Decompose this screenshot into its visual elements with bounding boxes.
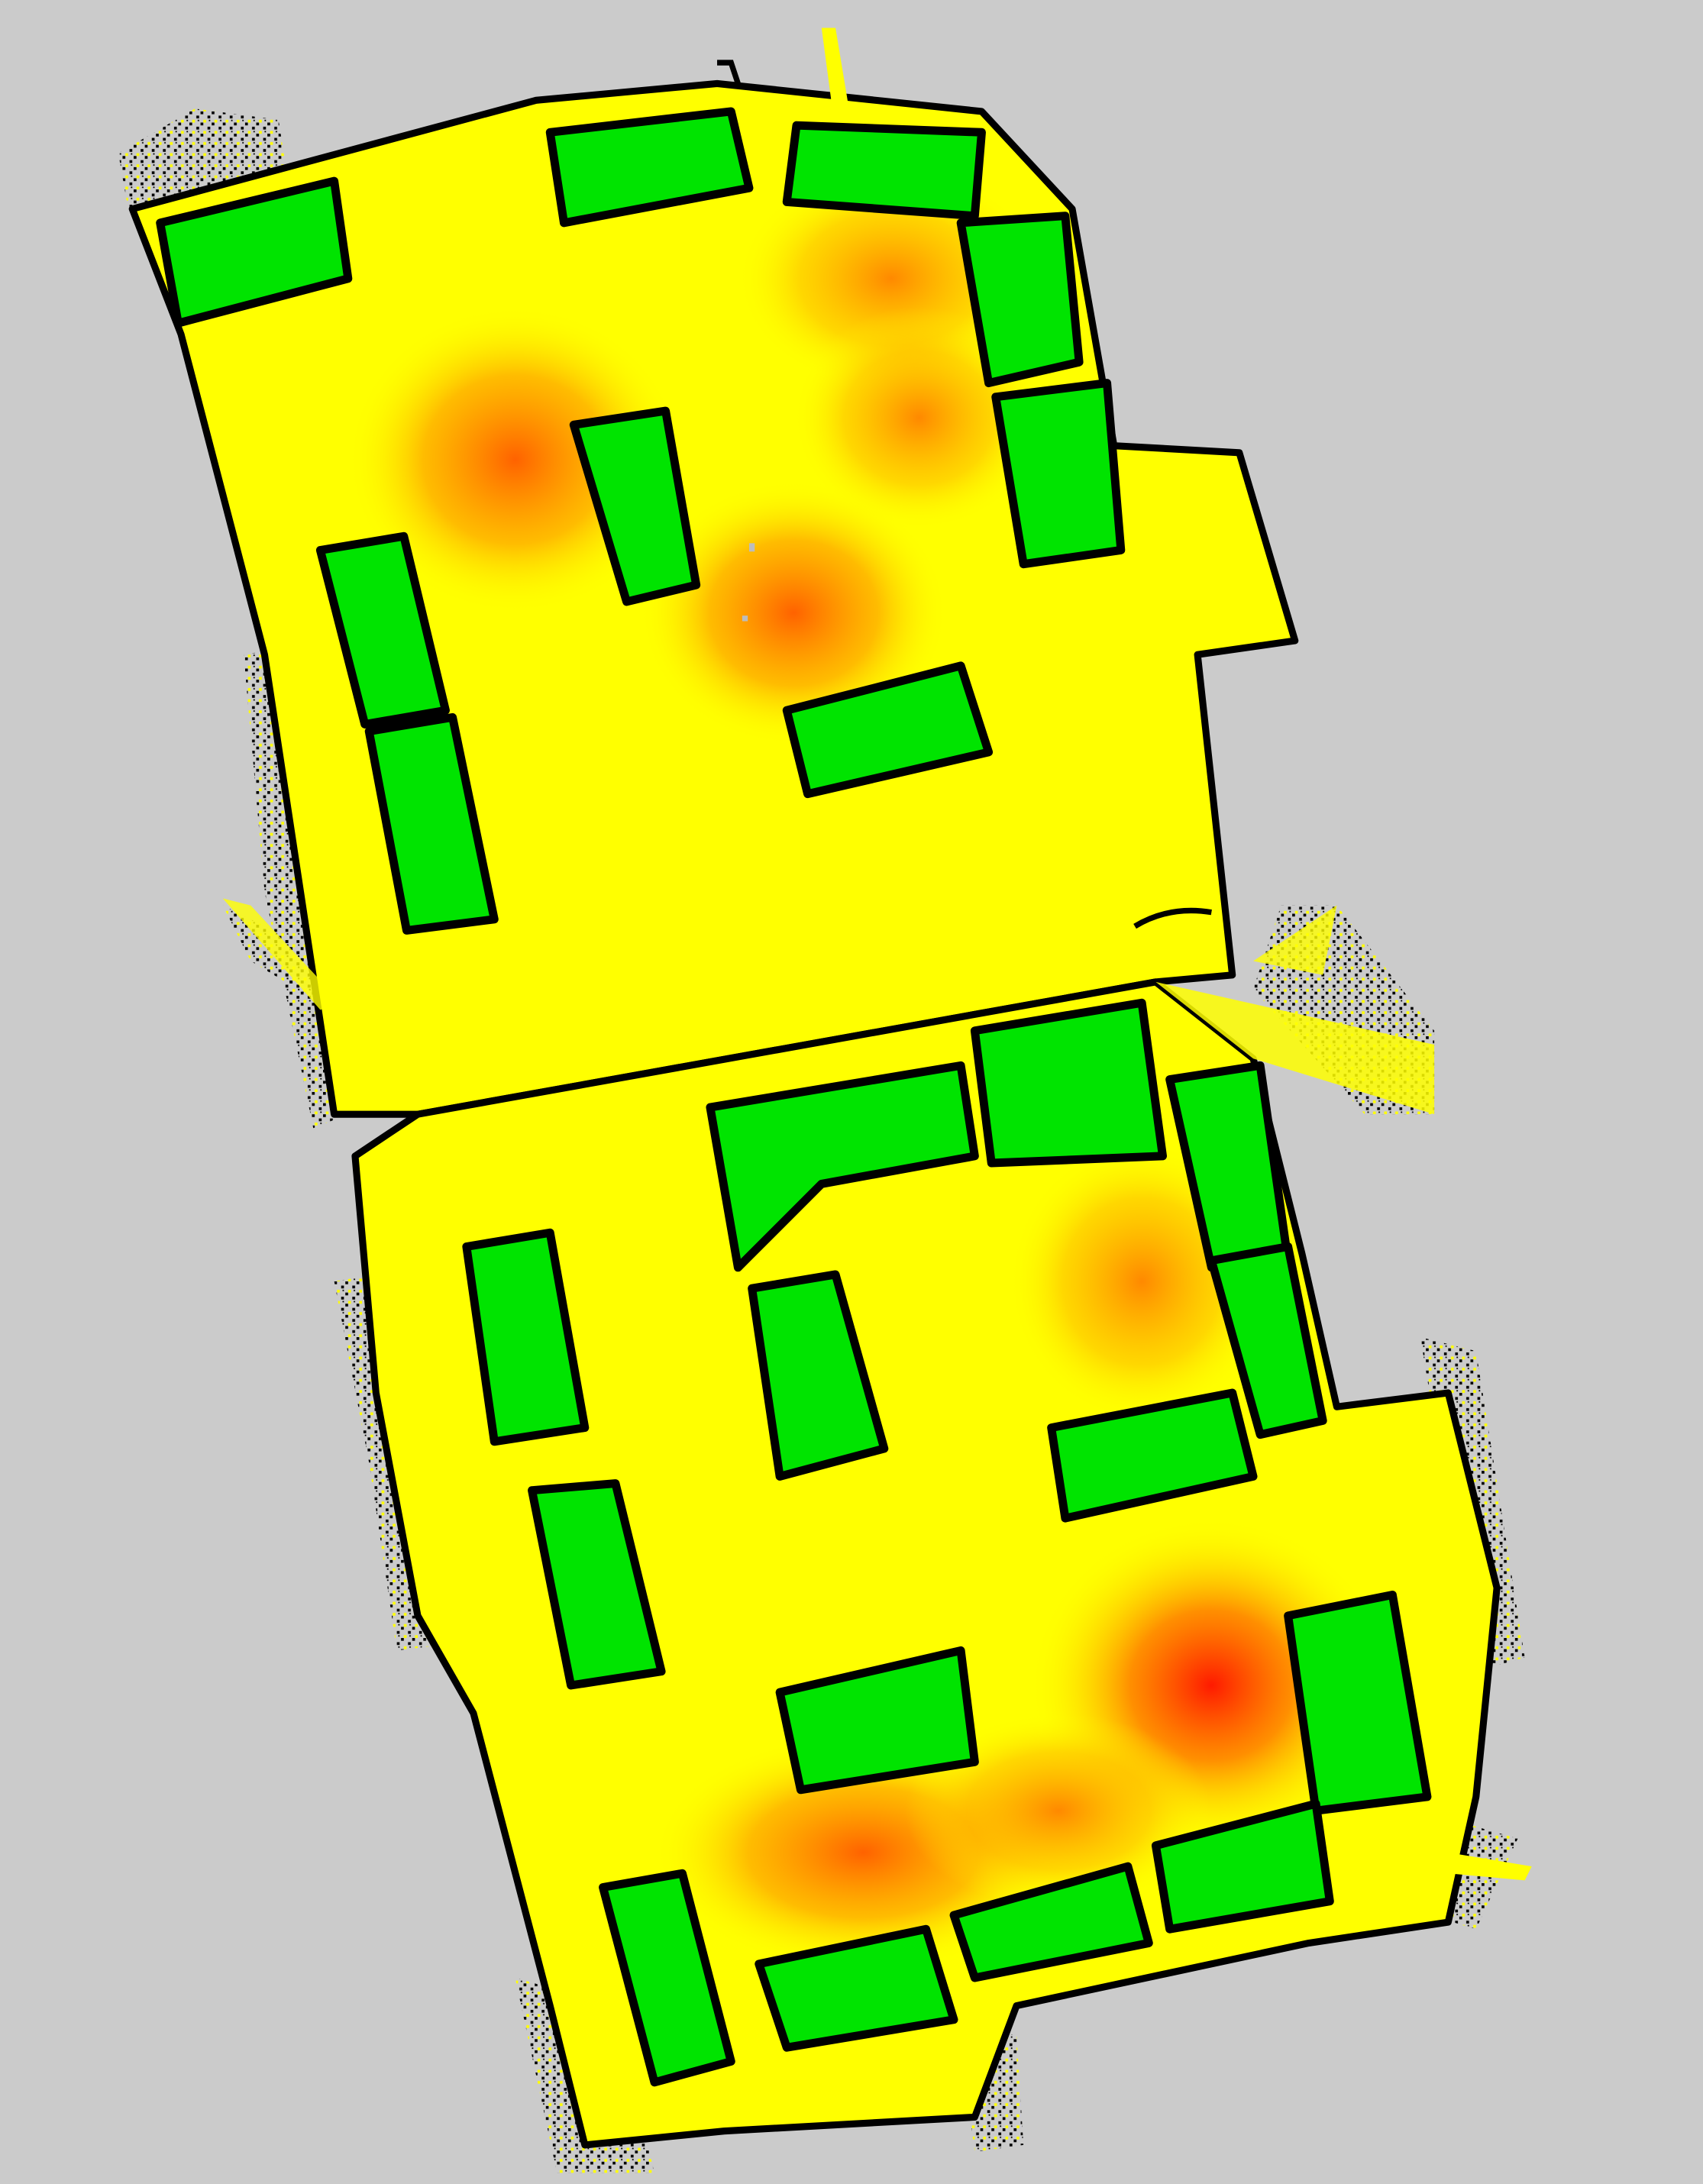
shelf (956, 212, 1084, 388)
shelf (782, 121, 986, 221)
shelf (991, 379, 1126, 569)
shelf (1284, 1590, 1432, 1815)
shelf (1151, 1799, 1334, 1934)
shelf (1047, 1388, 1258, 1523)
heat-zone (640, 480, 947, 745)
shelf (748, 1270, 889, 1481)
heat-zone (347, 306, 683, 613)
shelf (949, 1862, 1153, 1982)
shelf (706, 1061, 979, 1272)
shelf (755, 1924, 958, 2052)
shelf (156, 176, 353, 328)
heat-zones (347, 166, 1393, 1971)
shelf (970, 998, 1167, 1168)
shelf (528, 1479, 666, 1690)
shelf (364, 712, 499, 935)
shelf (315, 531, 450, 729)
shelf (775, 1646, 979, 1795)
shelf (599, 1869, 735, 2087)
shelves (156, 107, 1432, 2087)
shelf (569, 406, 701, 606)
shelf (782, 661, 994, 799)
shelf (1207, 1242, 1327, 1439)
shelf (462, 1228, 590, 1446)
shelf (545, 107, 754, 228)
heat-zone (905, 1713, 1212, 1908)
sensor-artifacts (717, 60, 1212, 929)
